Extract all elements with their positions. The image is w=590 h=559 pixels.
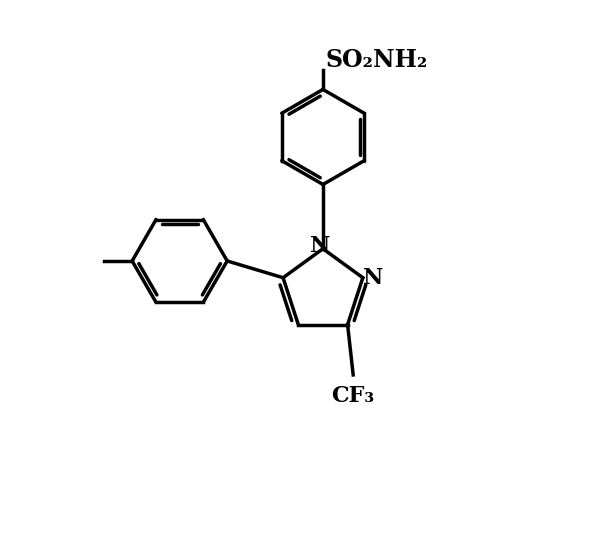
Text: SO₂NH₂: SO₂NH₂ — [326, 49, 428, 72]
Text: CF₃: CF₃ — [332, 385, 375, 407]
Text: N: N — [310, 235, 330, 257]
Text: N: N — [363, 267, 383, 289]
